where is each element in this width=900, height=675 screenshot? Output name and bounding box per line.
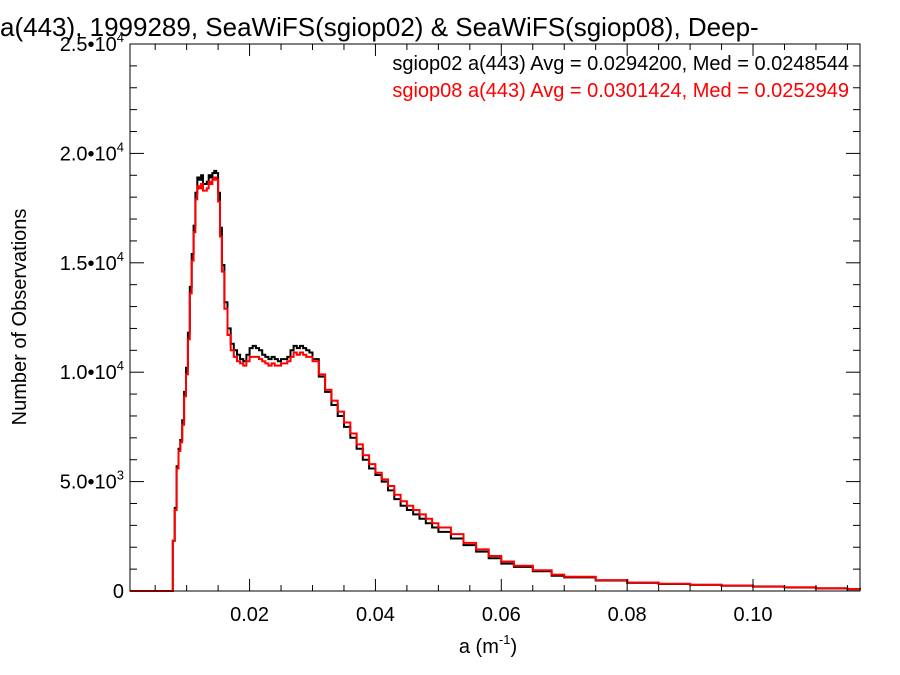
x-tick-label: 0.04 xyxy=(356,604,395,626)
x-axis-label-suffix: ) xyxy=(510,636,517,658)
series-line-sgiop02 xyxy=(130,169,861,592)
x-axis-label: a (m-1) xyxy=(459,632,517,658)
series-layer xyxy=(130,169,861,592)
x-tick-label: 0.08 xyxy=(608,604,647,626)
x-tick-label: 0.06 xyxy=(482,604,521,626)
y-tick-label: 2.5•104 xyxy=(60,30,124,56)
plot-frame xyxy=(129,43,861,592)
x-axis-label-text: a (m xyxy=(459,636,499,658)
x-axis-label-exponent: -1 xyxy=(499,632,511,647)
x-tick-label: 0.10 xyxy=(734,604,773,626)
series-line-sgiop08 xyxy=(130,176,861,592)
legend-entry-sgiop08: sgiop08 a(443) Avg = 0.0301424, Med = 0.… xyxy=(392,80,849,102)
legend-entry-sgiop02: sgiop02 a(443) Avg = 0.0294200, Med = 0.… xyxy=(392,53,849,75)
y-tick-label: 1.5•104 xyxy=(60,249,124,275)
legend: sgiop02 a(443) Avg = 0.0294200, Med = 0.… xyxy=(392,53,849,102)
chart-title: a(443), 1999289, SeaWiFS(sgiop02) & SeaW… xyxy=(0,12,759,42)
y-axis: 0 5.0•103 1.0•104 1.5•104 2.0•104 2.5•104 xyxy=(60,30,860,603)
x-tick-label: 0.02 xyxy=(230,604,269,626)
y-tick-label: 1.0•104 xyxy=(60,358,124,384)
y-tick-label: 2.0•104 xyxy=(60,139,124,165)
x-axis: 0.02 0.04 0.06 0.08 0.10 xyxy=(154,44,848,626)
y-axis-label: Number of Observations xyxy=(9,209,31,426)
y-tick-label: 0 xyxy=(113,581,124,603)
y-tick-label: 5.0•103 xyxy=(60,468,124,494)
